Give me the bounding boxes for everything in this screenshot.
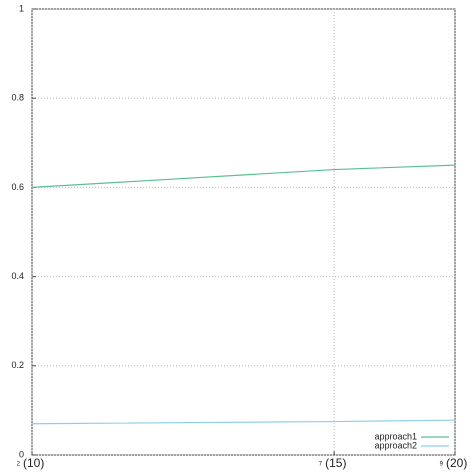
x-tick-label: 2: [17, 462, 21, 468]
y-tick-label: 0: [19, 449, 24, 459]
x-tick-sublabel: (10): [23, 456, 44, 470]
x-tick-sublabel: (20): [446, 456, 467, 470]
x-tick-sublabel: (15): [325, 456, 346, 470]
x-tick-label: 7: [319, 462, 323, 468]
y-tick-label: 0.2: [11, 360, 24, 370]
x-tick-label: 9: [440, 462, 444, 468]
plot-frame: [31, 8, 456, 456]
legend-label: approach2: [374, 440, 417, 450]
legend-label: approach1: [374, 431, 417, 441]
y-tick-label: 0.8: [11, 93, 24, 103]
y-tick-label: 0.6: [11, 182, 24, 192]
series-line: [31, 419, 456, 425]
series-line: [31, 164, 456, 188]
y-tick-label: 1: [19, 3, 24, 13]
y-tick-label: 0.4: [11, 271, 24, 281]
